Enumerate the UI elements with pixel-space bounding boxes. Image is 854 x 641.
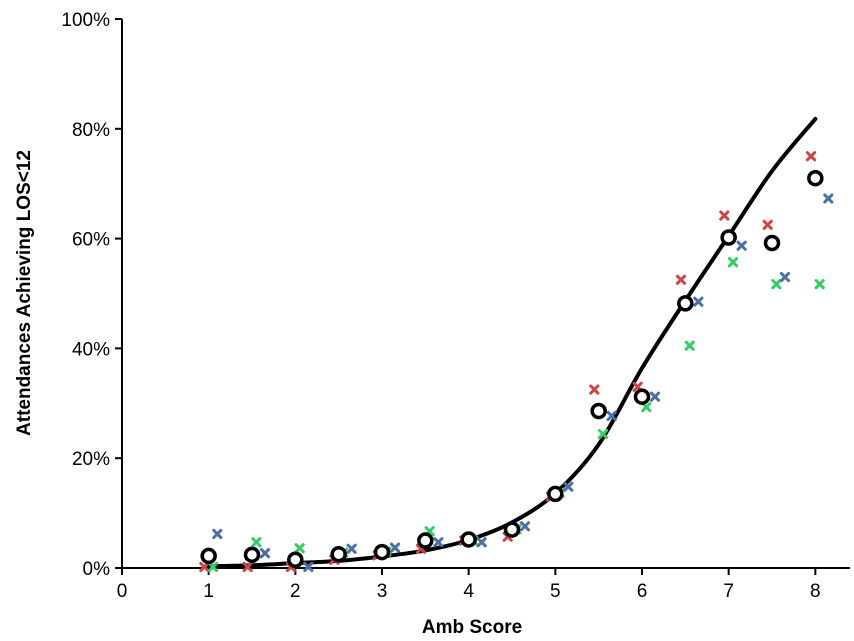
- x-tick-label: 2: [290, 581, 301, 602]
- fit-curve: [206, 116, 818, 569]
- x-tick-label: 5: [550, 581, 561, 602]
- data-points-layer: [199, 151, 834, 573]
- x-marker-series-3: [212, 528, 223, 540]
- circle-marker: [417, 532, 434, 549]
- x-marker-series-3: [693, 296, 704, 307]
- x-marker-series-2: [251, 537, 262, 548]
- x-marker-series-1: [805, 151, 817, 162]
- x-marker-series-1: [242, 561, 253, 573]
- x-axis-title: Amb Score: [422, 617, 522, 638]
- circle-marker: [373, 543, 391, 561]
- x-marker-series-3: [476, 537, 487, 548]
- x-tick-label: 7: [723, 581, 734, 602]
- x-marker-series-3: [259, 548, 271, 559]
- fit-curve-layer: [206, 116, 818, 569]
- x-tick-label: 4: [463, 581, 474, 602]
- axes: 0 1 2 3 4 5 6 7 80%20%40%60%80%100%: [61, 10, 850, 602]
- circle-marker: [807, 169, 824, 187]
- x-marker-series-3: [736, 240, 747, 251]
- circle-marker: [330, 546, 347, 563]
- x-marker-series-3: [823, 193, 834, 204]
- x-marker-series-3: [779, 271, 791, 283]
- x-marker-series-3: [563, 481, 574, 492]
- circle-marker: [590, 402, 607, 420]
- x-marker-series-2: [727, 257, 739, 268]
- x-marker-series-3: [519, 521, 531, 532]
- circle-marker: [287, 551, 304, 569]
- x-tick-label: 6: [637, 581, 648, 602]
- x-marker-series-3: [606, 410, 617, 422]
- y-tick-label: 0%: [83, 559, 111, 580]
- circle-marker: [243, 546, 261, 564]
- x-marker-series-3: [649, 391, 661, 402]
- x-marker-series-3: [389, 542, 401, 553]
- y-tick-label: 40%: [72, 339, 110, 360]
- circle-marker: [200, 547, 217, 565]
- x-marker-series-2: [641, 402, 652, 413]
- y-tick-label: 20%: [72, 449, 110, 470]
- x-marker-series-1: [199, 561, 210, 573]
- y-tick-label: 80%: [72, 120, 110, 141]
- circle-marker: [633, 388, 651, 405]
- x-marker-series-2: [684, 340, 695, 351]
- x-marker-series-2: [207, 561, 219, 573]
- circle-marker: [720, 229, 737, 246]
- circle-marker: [547, 485, 564, 503]
- x-tick-label: 1: [203, 581, 214, 602]
- circle-marker: [503, 521, 521, 538]
- x-marker-series-3: [346, 543, 357, 554]
- x-marker-series-2: [597, 428, 609, 440]
- x-marker-series-2: [294, 543, 305, 554]
- x-marker-series-1: [675, 274, 687, 285]
- x-tick-label: 0: [117, 581, 128, 602]
- x-marker-series-1: [762, 219, 773, 230]
- y-axis-title: Attendances Achieving LOS<12: [14, 150, 35, 436]
- x-marker-series-1: [589, 384, 600, 395]
- y-tick-label: 100%: [61, 10, 110, 31]
- x-marker-series-3: [433, 537, 444, 548]
- circle-marker: [677, 295, 694, 312]
- y-tick-label: 60%: [72, 230, 110, 251]
- x-marker-series-2: [771, 279, 782, 290]
- circle-marker: [763, 234, 781, 252]
- axis-labels: Amb Score Attendances Achieving LOS<12: [14, 150, 522, 638]
- circle-marker: [460, 531, 477, 548]
- x-marker-series-1: [719, 210, 730, 221]
- x-marker-series-3: [303, 561, 314, 573]
- x-tick-label: 3: [377, 581, 388, 602]
- x-marker-series-2: [814, 279, 825, 290]
- x-tick-label: 8: [810, 581, 821, 602]
